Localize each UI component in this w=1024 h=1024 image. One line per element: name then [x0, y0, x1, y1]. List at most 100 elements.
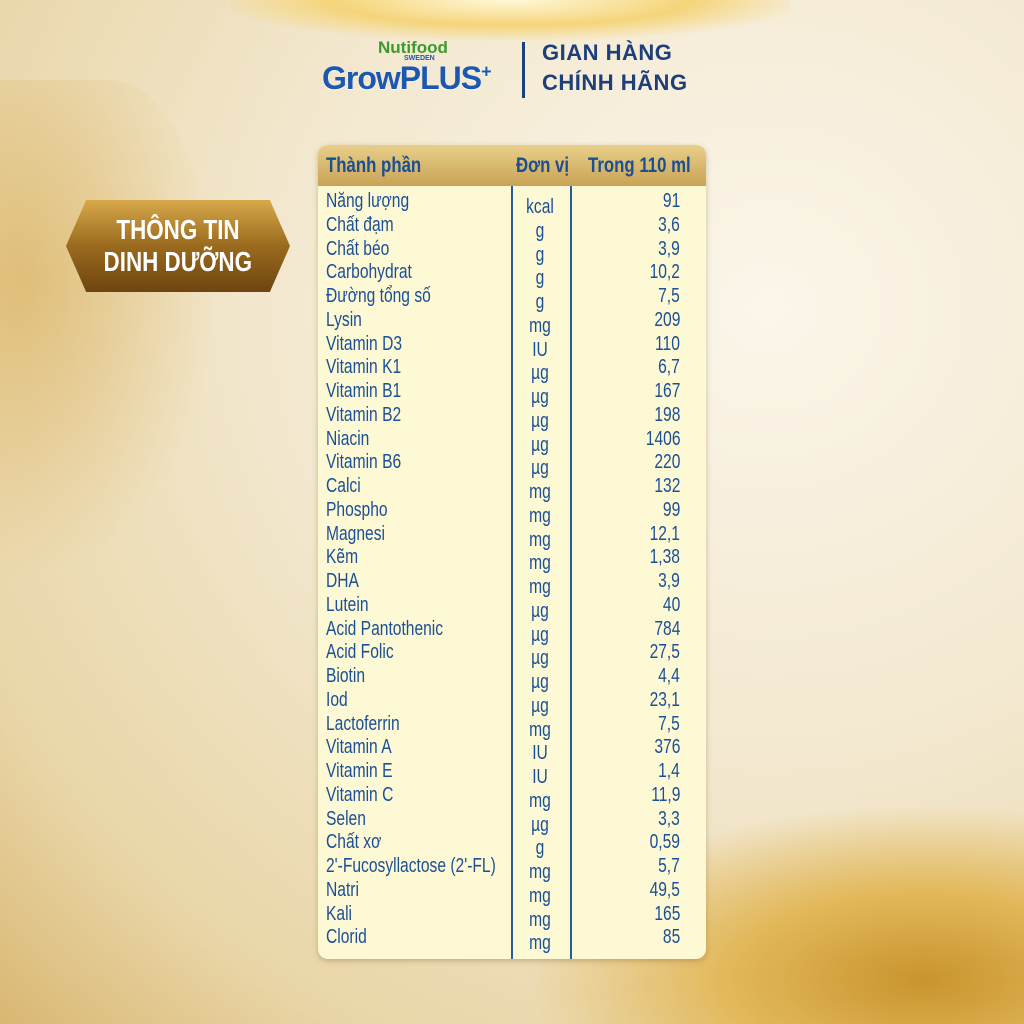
table-row: Vitamin A IU 376 [318, 736, 706, 764]
amount: 12,1 [649, 522, 680, 545]
nutrition-table: Thành phần Đơn vị Trong 110 ml Năng lượn… [318, 145, 706, 959]
table-row: Vitamin C mg 11,9 [318, 783, 706, 812]
unit: mg [529, 552, 551, 575]
amount: 3,9 [658, 570, 680, 592]
amount: 10,2 [649, 261, 680, 284]
table-row: Carbohydrat g 10,2 [318, 261, 706, 289]
ingredient-name: Chất xơ [326, 831, 382, 854]
unit: µg [531, 362, 549, 385]
ingredient-name: Vitamin D3 [326, 332, 403, 355]
header-amount: Trong 110 ml [588, 154, 691, 177]
amount: 3,6 [658, 213, 680, 236]
amount: 99 [662, 498, 680, 521]
table-row: Vitamin B1 µg 167 [318, 380, 706, 408]
unit: g [535, 291, 545, 313]
ingredient-name: 2'-Fucosyllactose (2'-FL) [326, 855, 496, 877]
unit: g [535, 243, 545, 266]
table-row: Iod µg 23,1 [318, 688, 706, 717]
unit: mg [529, 576, 551, 598]
table-row: DHA mg 3,9 [318, 570, 706, 598]
unit: µg [531, 409, 549, 432]
growplus-logo: GrowPLUS+ [322, 60, 492, 96]
table-row: Acid Pantothenic µg 784 [318, 617, 706, 646]
table-row: Lactoferrin mg 7,5 [318, 712, 706, 741]
table-row: Đường tổng số g 7,5 [318, 285, 706, 313]
unit: mg [529, 314, 551, 337]
header-ingredient: Thành phần [326, 154, 422, 177]
unit: mg [529, 718, 551, 741]
amount: 110 [655, 332, 680, 355]
amount: 85 [662, 926, 680, 949]
ingredient-name: Clorid [326, 926, 367, 949]
ingredient-name: Carbohydrat [326, 261, 412, 284]
amount: 167 [653, 380, 680, 402]
store-label-2: CHÍNH HÃNG [542, 70, 688, 95]
table-row: Natri mg 49,5 [318, 878, 706, 907]
ingredient-name: Selen [326, 807, 366, 830]
amount: 198 [653, 403, 680, 426]
table-row: Vitamin B6 µg 220 [318, 451, 706, 479]
table-row: Chất đạm g 3,6 [318, 213, 706, 242]
ingredient-name: Kali [326, 902, 353, 925]
ingredient-name: DHA [326, 570, 359, 592]
ingredient-name: Lysin [326, 308, 362, 331]
ingredient-name: Vitamin A [326, 736, 392, 759]
table-row: Năng lượng kcal 91 [318, 190, 706, 218]
background-wave [0, 80, 220, 580]
amount: 376 [653, 736, 680, 759]
ingredient-name: Chất béo [326, 237, 390, 260]
table-row: Selen µg 3,3 [318, 807, 706, 836]
ingredient-name: Lactoferrin [326, 712, 400, 735]
sweden-label: SWEDEN [404, 55, 435, 62]
unit: µg [531, 647, 549, 670]
ingredient-name: Niacin [326, 427, 370, 450]
amount: 3,3 [658, 807, 680, 830]
unit: µg [531, 457, 549, 480]
unit: mg [529, 932, 551, 955]
table-row: Vitamin B2 µg 198 [318, 403, 706, 432]
amount: 5,7 [658, 855, 680, 877]
ingredient-name: Năng lượng [326, 190, 410, 212]
header-unit: Đơn vị [516, 154, 570, 177]
ingredient-name: Acid Pantothenic [326, 617, 444, 640]
table-row: Phospho mg 99 [318, 498, 706, 527]
unit: IU [532, 766, 548, 788]
unit: kcal [526, 196, 554, 218]
amount: 1,38 [649, 546, 680, 569]
ingredient-name: Vitamin E [326, 760, 393, 782]
amount: 7,5 [658, 712, 680, 735]
amount: 49,5 [649, 878, 680, 901]
table-row: Calci mg 132 [318, 475, 706, 503]
ingredient-name: Acid Folic [326, 641, 394, 664]
ingredient-name: Lutein [326, 593, 369, 616]
unit: mg [529, 884, 551, 907]
unit: µg [531, 671, 549, 693]
amount: 1,4 [658, 760, 680, 782]
ingredient-name: Magnesi [326, 522, 385, 545]
ingredient-name: Vitamin B6 [326, 451, 402, 474]
table-row: Acid Folic µg 27,5 [318, 641, 706, 669]
ingredient-name: Phospho [326, 498, 388, 521]
unit: µg [531, 813, 549, 836]
amount: 6,7 [658, 356, 680, 379]
unit: µg [531, 694, 549, 717]
amount: 4,4 [658, 665, 680, 687]
table-row: Vitamin K1 µg 6,7 [318, 356, 706, 384]
amount: 220 [653, 451, 680, 474]
amount: 91 [662, 190, 680, 212]
amount: 0,59 [649, 831, 680, 854]
unit: µg [531, 433, 549, 456]
unit: mg [529, 908, 551, 931]
unit: µg [531, 623, 549, 646]
table-row: Vitamin E IU 1,4 [318, 760, 706, 788]
table-row: Biotin µg 4,4 [318, 665, 706, 693]
ingredient-name: Vitamin C [326, 783, 394, 806]
amount: 23,1 [649, 688, 680, 711]
amount: 165 [653, 902, 680, 925]
unit: g [535, 219, 545, 242]
unit: IU [532, 338, 548, 361]
table-row: Lutein µg 40 [318, 593, 706, 622]
amount: 27,5 [649, 641, 680, 664]
ingredient-name: Vitamin K1 [326, 356, 402, 379]
amount: 7,5 [658, 285, 680, 307]
